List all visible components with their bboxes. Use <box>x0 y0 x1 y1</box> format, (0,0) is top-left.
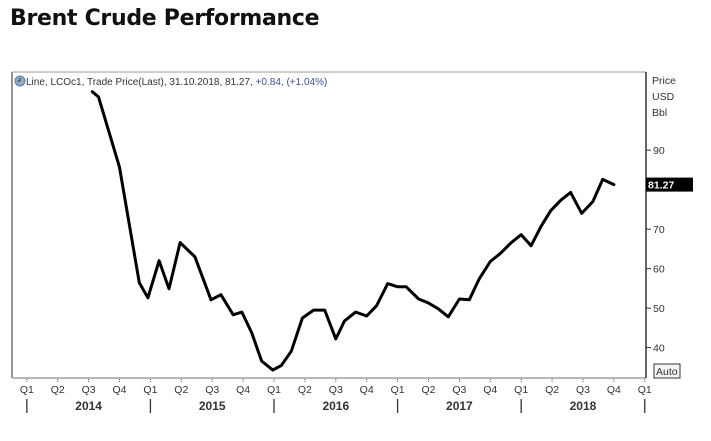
data-point <box>301 316 304 319</box>
x-year-label-2015: 2015 <box>199 399 226 413</box>
data-point <box>468 298 471 301</box>
legend-series-info: Line, LCOc1, Trade Price(Last), 31.10.20… <box>26 77 256 88</box>
x-quarter-label-3: Q4 <box>113 384 127 396</box>
clock-icon <box>14 75 26 87</box>
data-point <box>612 183 615 186</box>
legend-change: +0.84, (+1.04%) <box>256 77 328 88</box>
data-point <box>539 225 542 228</box>
x-quarter-label-8: Q1 <box>267 384 281 396</box>
data-point <box>290 350 293 353</box>
data-point <box>250 331 253 334</box>
x-quarter-label-12: Q1 <box>391 384 405 396</box>
x-quarter-label-13: Q2 <box>421 384 435 396</box>
data-point <box>591 200 594 203</box>
data-point <box>396 285 399 288</box>
last-value-marker: 81.27 <box>646 177 693 192</box>
data-point <box>232 313 235 316</box>
data-point <box>437 307 440 310</box>
x-quarter-label-2: Q3 <box>82 384 96 396</box>
data-point <box>569 191 572 194</box>
series-line-lcoc1 <box>90 90 616 372</box>
data-point <box>179 241 182 244</box>
data-point <box>91 90 94 93</box>
y-axis-header-currency: USD <box>652 91 675 103</box>
x-quarter-label-20: Q1 <box>638 384 652 396</box>
x-quarter-label-10: Q3 <box>329 384 343 396</box>
x-year-label-2018: 2018 <box>570 399 597 413</box>
x-quarter-label-0: Q1 <box>20 384 34 396</box>
y-axis-header-unit: Bbl <box>652 107 667 119</box>
x-quarter-label-9: Q2 <box>298 384 312 396</box>
x-quarter-label-19: Q4 <box>607 384 621 396</box>
x-quarter-label-4: Q1 <box>143 384 157 396</box>
page-title: Brent Crude Performance <box>10 6 320 31</box>
data-point <box>323 309 326 312</box>
data-point <box>343 320 346 323</box>
data-point <box>447 315 450 318</box>
data-point <box>580 212 583 215</box>
x-year-label-2017: 2017 <box>446 399 473 413</box>
data-point <box>354 311 357 314</box>
data-point <box>489 260 492 263</box>
data-point <box>312 309 315 312</box>
data-point <box>271 369 274 372</box>
data-point <box>375 304 378 307</box>
data-point <box>458 298 461 301</box>
legend: Line, LCOc1, Trade Price(Last), 31.10.20… <box>14 75 327 88</box>
x-axis-ticks: Q1 Q2 Q3 Q4 Q1 Q2 Q3 Q4 Q1 Q2 Q3 Q4 Q1 Q2 Q3 Q4 Q1 Q2 Q3 Q4… <box>20 379 652 413</box>
data-point <box>97 95 100 98</box>
data-point <box>118 166 121 169</box>
data-point <box>209 298 212 301</box>
data-point <box>386 282 389 285</box>
x-quarter-label-6: Q3 <box>205 384 219 396</box>
data-point <box>193 255 196 258</box>
x-year-label-2016: 2016 <box>322 399 349 413</box>
x-quarter-label-14: Q3 <box>452 384 466 396</box>
data-point <box>405 285 408 288</box>
data-point <box>520 233 523 236</box>
y-tick-label-40: 40 <box>653 343 665 355</box>
data-point <box>478 277 481 280</box>
data-point <box>510 241 513 244</box>
data-point <box>601 178 604 181</box>
data-point <box>219 293 222 296</box>
x-quarter-label-16: Q1 <box>514 384 528 396</box>
data-point <box>280 364 283 367</box>
data-point <box>530 244 533 247</box>
y-axis-ticks: 40 50 60 70 90 <box>646 145 665 355</box>
data-point <box>549 209 552 212</box>
x-quarter-label-17: Q2 <box>545 384 559 396</box>
legend-text: Line, LCOc1, Trade Price(Last), 31.10.20… <box>26 77 327 88</box>
data-point <box>240 311 243 314</box>
data-point <box>260 360 263 363</box>
data-point <box>167 287 170 290</box>
data-point <box>499 252 502 255</box>
x-quarter-label-18: Q3 <box>576 384 590 396</box>
y-tick-label-90: 90 <box>653 145 665 157</box>
data-point <box>427 301 430 304</box>
data-point <box>417 298 420 301</box>
x-year-label-2014: 2014 <box>75 399 102 413</box>
last-value-label: 81.27 <box>648 180 674 192</box>
x-quarter-label-5: Q2 <box>174 384 188 396</box>
data-point <box>146 296 149 299</box>
x-quarter-label-15: Q4 <box>483 384 497 396</box>
data-point <box>559 199 562 202</box>
data-point <box>334 337 337 340</box>
x-quarter-label-11: Q4 <box>360 384 374 396</box>
y-tick-label-50: 50 <box>653 303 665 315</box>
x-quarter-label-7: Q4 <box>236 384 250 396</box>
plot-area <box>12 72 646 378</box>
x-quarter-label-1: Q2 <box>51 384 65 396</box>
y-tick-label-70: 70 <box>653 224 665 236</box>
y-tick-label-60: 60 <box>653 264 665 276</box>
auto-scale-button[interactable]: Auto <box>653 363 681 379</box>
data-point <box>365 315 368 318</box>
data-point <box>138 281 141 284</box>
auto-scale-label: Auto <box>656 366 678 378</box>
data-point <box>158 259 161 262</box>
y-axis-header-price: Price <box>652 75 676 87</box>
